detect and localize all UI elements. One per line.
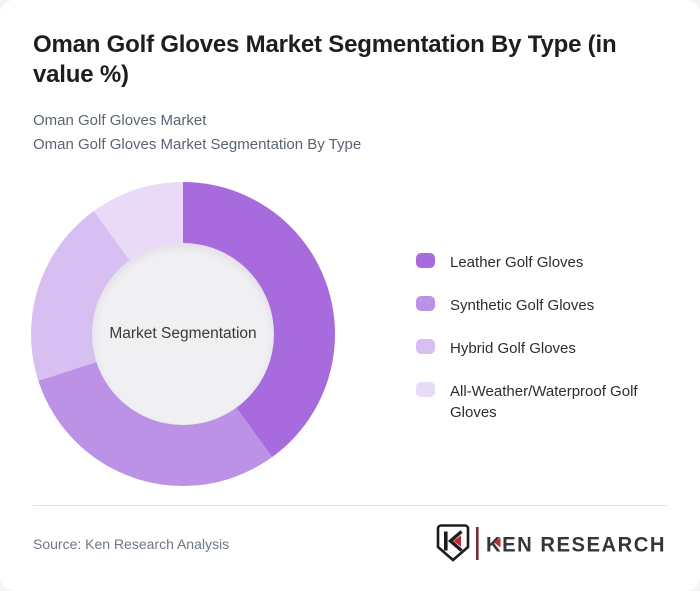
page-title: Oman Golf Gloves Market Segmentation By …	[33, 31, 617, 88]
logo-separator	[476, 527, 479, 560]
donut-chart: Market Segmentation	[31, 182, 335, 486]
legend-swatch-all-weather	[416, 382, 435, 397]
source-text: Source: Ken Research Analysis	[33, 536, 230, 552]
logo-k-red-triangle-icon	[494, 537, 501, 548]
ken-research-logo: KEN RESEARCH	[436, 524, 666, 562]
legend-label: All-Weather/Waterproof Golf Gloves	[450, 383, 638, 421]
legend-label: Leather Golf Gloves	[450, 254, 584, 271]
logo-text: KEN RESEARCH	[486, 533, 666, 557]
donut-center-label: Market Segmentation	[109, 325, 257, 342]
legend-swatch-leather	[416, 253, 435, 268]
donut-hole: Market Segmentation	[92, 243, 274, 425]
shield-icon	[436, 524, 470, 562]
legend-label: Hybrid Golf Gloves	[450, 340, 576, 357]
chart-legend: Leather Golf Gloves Synthetic Golf Glove…	[416, 252, 674, 423]
footer-divider	[33, 505, 667, 506]
legend-item-hybrid: Hybrid Golf Gloves	[416, 338, 674, 359]
legend-item-synthetic: Synthetic Golf Gloves	[416, 295, 674, 316]
subtitle: Oman Golf Gloves Market Oman Golf Gloves…	[33, 109, 361, 157]
legend-label: Synthetic Golf Gloves	[450, 297, 595, 314]
legend-swatch-hybrid	[416, 339, 435, 354]
legend-item-leather: Leather Golf Gloves	[416, 252, 674, 273]
shield-red-triangle-icon	[453, 535, 461, 547]
legend-swatch-synthetic	[416, 296, 435, 311]
subtitle-line-1: Oman Golf Gloves Market	[33, 112, 207, 129]
subtitle-line-2: Oman Golf Gloves Market Segmentation By …	[33, 136, 362, 153]
legend-item-all-weather: All-Weather/Waterproof Golf Gloves	[416, 381, 674, 423]
